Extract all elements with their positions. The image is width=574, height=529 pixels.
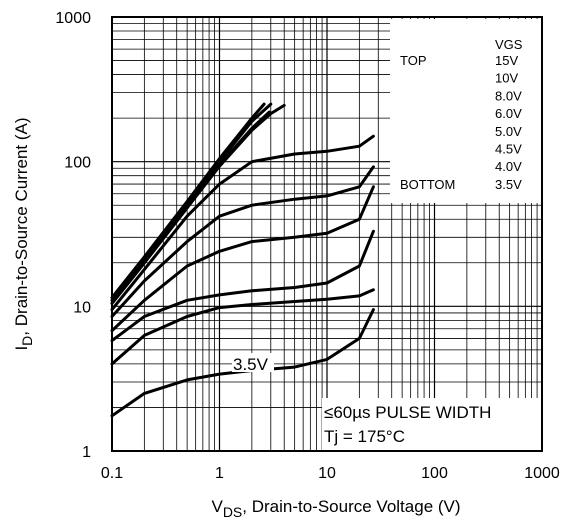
- legend-box: [390, 19, 541, 203]
- y-tick-label: 100: [64, 155, 91, 172]
- x-axis-title-main: V: [211, 497, 223, 516]
- curve-label-bg: [232, 353, 274, 372]
- legend-top-label: TOP: [400, 53, 427, 68]
- legend-entry: 15V: [495, 53, 518, 68]
- series-line-1: [110, 102, 266, 300]
- series-lines: [110, 102, 375, 418]
- y-tick-label: 1: [82, 444, 91, 461]
- series-line-9: [110, 288, 375, 366]
- x-tick-labels: 0.1 1 10 100 1000: [101, 465, 560, 482]
- legend-entry: 4.0V: [495, 159, 522, 174]
- series-line-4: [110, 103, 286, 305]
- plot-frame: [111, 16, 543, 452]
- y-tick-labels: 1 10 100 1000: [55, 10, 91, 461]
- series-line-7: [110, 185, 375, 333]
- legend-entries: 15V 10V 8.0V 6.0V 5.0V 4.5V 4.0V 3.5V: [495, 53, 522, 192]
- curve-label: 3.5V: [233, 355, 269, 374]
- temp-label: Tj = 175°C: [324, 427, 405, 446]
- x-axis-title-rest: , Drain-to-Source Voltage (V): [242, 497, 460, 516]
- x-tick-label: 1: [215, 465, 224, 482]
- series-line-8: [110, 229, 375, 343]
- y-axis-title-rest: , Drain-to-Source Current (A): [12, 117, 31, 335]
- y-tick-label: 10: [73, 299, 91, 316]
- series-line-2: [110, 102, 273, 302]
- x-tick-label: 1000: [524, 465, 560, 482]
- x-tick-label: 100: [421, 465, 448, 482]
- legend-entry: 5.0V: [495, 124, 522, 139]
- y-axis-title: ID, Drain-to-Source Current (A): [12, 117, 35, 350]
- legend-entry: 8.0V: [495, 88, 522, 103]
- x-tick-label: 0.1: [101, 465, 123, 482]
- legend-entry: 6.0V: [495, 106, 522, 121]
- x-tick-label: 10: [318, 465, 336, 482]
- y-tick-label: 1000: [55, 10, 91, 27]
- pulse-box: [322, 398, 541, 450]
- legend-entry: 4.5V: [495, 142, 522, 157]
- y-axis-title-sub: D: [19, 336, 35, 346]
- series-line-5: [110, 134, 375, 312]
- pulse-label: ≤60µs PULSE WIDTH: [324, 403, 491, 422]
- x-axis-title: VDS, Drain-to-Source Voltage (V): [211, 497, 460, 520]
- legend-entry: 3.5V: [495, 177, 522, 192]
- series-line-6: [110, 165, 375, 318]
- y-axis-title-main: I: [12, 346, 31, 351]
- legend-bottom-label: BOTTOM: [400, 177, 455, 192]
- legend-header: VGS: [495, 37, 523, 52]
- legend-entry: 10V: [495, 71, 518, 86]
- x-axis-title-sub: DS: [223, 504, 242, 520]
